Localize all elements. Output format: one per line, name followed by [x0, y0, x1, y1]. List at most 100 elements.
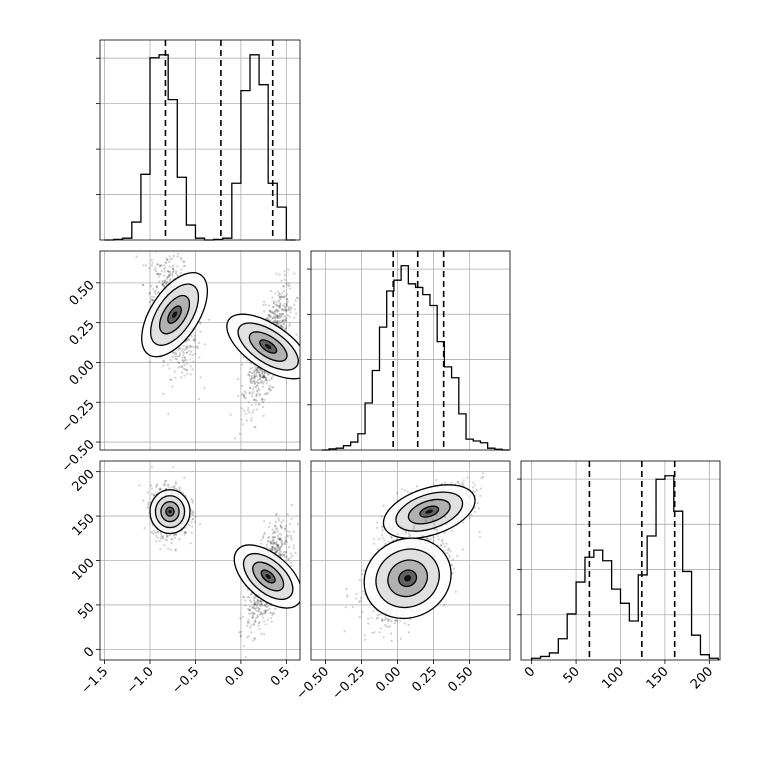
- scatter-point: [279, 303, 282, 306]
- scatter-point: [250, 379, 253, 382]
- scatter-point: [436, 535, 439, 538]
- scatter-point: [279, 553, 282, 556]
- scatter-point: [256, 382, 259, 385]
- scatter-point: [156, 531, 160, 534]
- scatter-point: [250, 419, 253, 422]
- scatter-point: [272, 612, 275, 615]
- scatter-point: [179, 271, 182, 275]
- scatter-point: [180, 258, 183, 261]
- scatter-point: [198, 341, 201, 345]
- scatter-point: [152, 532, 155, 535]
- scatter-point: [167, 244, 169, 246]
- scatter-point: [259, 604, 262, 608]
- scatter-point: [254, 603, 257, 606]
- scatter-point: [169, 548, 172, 551]
- scatter-point: [477, 507, 480, 510]
- scatter-point: [466, 476, 469, 479]
- scatter-point: [270, 611, 273, 615]
- scatter-point: [183, 363, 186, 367]
- scatter-point: [278, 538, 281, 541]
- scatter-point: [253, 598, 256, 602]
- scatter-point: [181, 347, 184, 350]
- scatter-point: [148, 267, 151, 270]
- scatter-point: [287, 268, 290, 271]
- scatter-point: [407, 532, 411, 536]
- histogram-bin: [401, 266, 408, 450]
- scatter-point: [154, 292, 157, 295]
- scatter-point: [188, 349, 191, 352]
- scatter-point: [290, 564, 293, 568]
- scatter-point: [138, 484, 141, 487]
- scatter-point: [154, 531, 157, 535]
- scatter-point: [255, 616, 258, 620]
- scatter-point: [163, 285, 166, 288]
- param1-y-tick-label: 0.50: [67, 278, 98, 309]
- scatter-point: [162, 484, 165, 487]
- scatter-point: [274, 310, 277, 313]
- scatter-point: [166, 534, 170, 538]
- scatter-point: [265, 609, 268, 612]
- scatter-point: [274, 550, 277, 554]
- scatter-point: [261, 370, 264, 374]
- density-peak: [265, 573, 271, 580]
- scatter-point: [272, 386, 275, 389]
- scatter-point: [282, 284, 285, 288]
- scatter-point: [266, 317, 269, 320]
- scatter-point: [196, 345, 199, 348]
- scatter-point: [177, 348, 180, 351]
- scatter-point: [271, 538, 274, 542]
- scatter-point: [184, 531, 187, 534]
- scatter-point: [269, 541, 272, 544]
- scatter-point: [276, 290, 280, 293]
- scatter-point: [256, 599, 259, 602]
- scatter-point: [284, 527, 287, 530]
- scatter-point: [286, 298, 289, 301]
- scatter-point: [263, 371, 266, 374]
- scatter-point: [275, 543, 278, 546]
- scatter-point: [151, 298, 154, 301]
- scatter-point: [277, 320, 280, 323]
- scatter-point: [172, 267, 175, 271]
- scatter-point: [247, 373, 250, 376]
- scatter-point: [279, 525, 282, 528]
- scatter-point: [284, 316, 287, 320]
- scatter-point: [203, 343, 206, 346]
- scatter-point: [287, 305, 290, 308]
- scatter-point: [184, 531, 187, 535]
- scatter-point: [276, 530, 279, 533]
- scatter-point: [262, 414, 265, 417]
- scatter-point: [258, 621, 261, 624]
- scatter-point: [264, 612, 267, 615]
- scatter-point: [160, 535, 163, 538]
- scatter-point: [169, 533, 172, 537]
- scatter-point: [250, 600, 253, 604]
- scatter-point: [186, 351, 189, 354]
- scatter-point: [160, 270, 163, 273]
- scatter-point: [278, 532, 281, 535]
- scatter-point: [264, 609, 267, 612]
- scatter-point: [443, 531, 446, 534]
- scatter-point: [430, 537, 433, 540]
- scatter-point: [271, 536, 274, 539]
- scatter-point: [167, 270, 170, 273]
- scatter-point: [239, 634, 242, 637]
- scatter-point: [199, 322, 202, 325]
- scatter-point: [468, 517, 471, 520]
- scatter-point: [286, 540, 289, 544]
- histogram-bin: [379, 327, 386, 450]
- scatter-point: [183, 374, 186, 377]
- scatter-point: [171, 267, 174, 271]
- scatter-point: [182, 359, 185, 362]
- scatter-point: [257, 600, 260, 604]
- scatter-point: [135, 255, 138, 258]
- scatter-point: [246, 620, 249, 623]
- scatter-point: [169, 272, 172, 276]
- scatter-point: [274, 524, 277, 528]
- histogram-bin: [459, 414, 466, 450]
- scatter-point: [162, 284, 165, 287]
- scatter-point: [462, 479, 465, 482]
- scatter-point: [261, 399, 264, 402]
- scatter-point: [263, 609, 266, 613]
- scatter-point: [271, 547, 274, 551]
- scatter-point: [274, 314, 277, 317]
